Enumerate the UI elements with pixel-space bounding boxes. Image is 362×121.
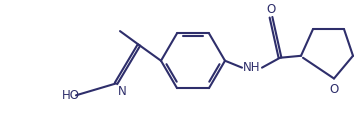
Text: O: O <box>266 3 275 16</box>
Text: N: N <box>118 85 127 98</box>
Text: NH: NH <box>243 61 261 74</box>
Text: HO: HO <box>62 89 80 102</box>
Text: O: O <box>329 83 338 96</box>
